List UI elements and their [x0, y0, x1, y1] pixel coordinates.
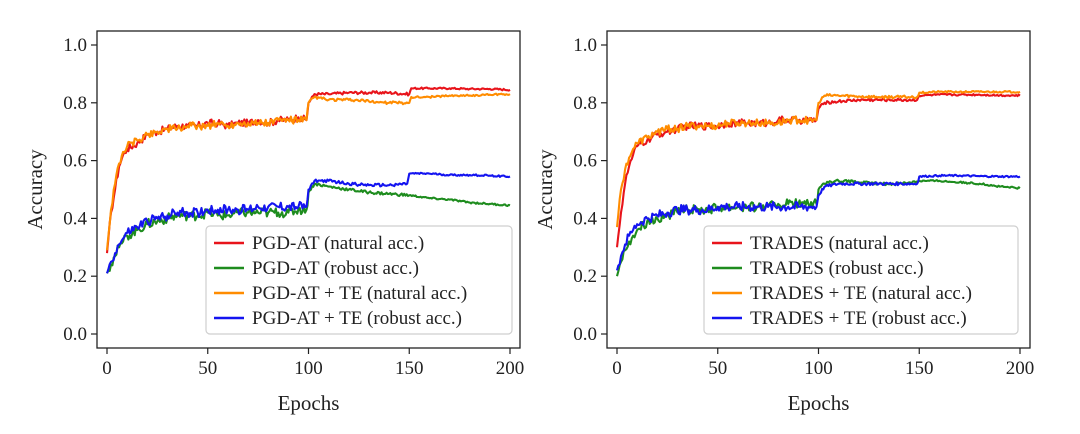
x-tick-label: 200: [1006, 358, 1035, 379]
y-tick-label: 1.0: [63, 35, 87, 56]
legend-entry: PGD-AT (natural acc.): [252, 233, 424, 254]
y-tick-label: 0.0: [573, 324, 597, 345]
series-line-4: [615, 173, 1021, 271]
legend-entry: PGD-AT + TE (natural acc.): [252, 283, 467, 304]
legend-entry: TRADES (natural acc.): [750, 233, 929, 254]
y-axis-label: Accuracy: [533, 149, 557, 230]
x-tick-label: 0: [612, 358, 622, 379]
legend-entry: PGD-AT (robust acc.): [252, 258, 419, 279]
legend: TRADES (natural acc.) TRADES (robust acc.…: [703, 225, 1019, 335]
series-line-1: [615, 92, 1021, 248]
legend-entry: TRADES + TE (robust acc.): [750, 308, 967, 329]
y-tick-label: 0.6: [63, 151, 87, 172]
y-tick-label: 0.2: [573, 266, 597, 287]
y-tick-label: 0.2: [63, 266, 87, 287]
x-tick-label: 0: [102, 358, 112, 379]
x-tick-label: 100: [294, 358, 323, 379]
series-line-3: [615, 89, 1021, 228]
y-tick-label: 0.0: [63, 324, 87, 345]
legend-entry: TRADES (robust acc.): [750, 258, 924, 279]
chart-panel-1: 0 50 100 150 200 0.0 0.2 0.4 0.6 0.8 1.0 Epochs Accu…: [23, 30, 525, 415]
y-axis-label: Accuracy: [23, 149, 47, 230]
x-tick-label: 150: [395, 358, 424, 379]
x-tick-label: 150: [905, 358, 934, 379]
y-tick-label: 0.6: [573, 151, 597, 172]
x-tick-label: 100: [804, 358, 833, 379]
x-axis-label: Epochs: [788, 391, 850, 415]
legend-entry: TRADES + TE (natural acc.): [750, 283, 972, 304]
x-tick-label: 50: [708, 358, 727, 379]
series-line-4: [106, 171, 511, 274]
y-tick-label: 0.8: [63, 93, 87, 114]
legend-box: [205, 225, 513, 335]
chart-panel-2: 0 50 100 150 200 0.0 0.2 0.4 0.6 0.8 1.0 Epochs Accu…: [533, 30, 1035, 415]
x-tick-label: 200: [496, 358, 525, 379]
legend-box: [703, 225, 1019, 335]
x-axis-label: Epochs: [278, 391, 340, 415]
x-tick-label: 50: [198, 358, 217, 379]
y-tick-label: 0.4: [573, 208, 597, 229]
y-tick-label: 1.0: [573, 35, 597, 56]
series-line-3: [105, 92, 511, 251]
legend: PGD-AT (natural acc.) PGD-AT (robust acc.…: [205, 225, 513, 335]
legend-entry: PGD-AT + TE (robust acc.): [252, 308, 462, 329]
y-tick-label: 0.8: [573, 93, 597, 114]
y-tick-label: 0.4: [63, 208, 87, 229]
